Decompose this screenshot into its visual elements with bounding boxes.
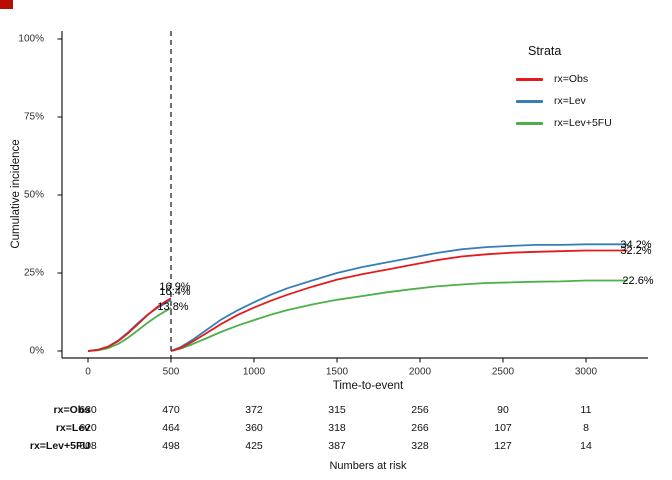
risk-value: 498: [162, 440, 180, 452]
risk-value: 630: [79, 404, 97, 416]
legend-item-label: rx=Obs: [554, 73, 589, 85]
legend: Strata rx=Obs rx=Lev rx=Lev+5FU: [516, 44, 612, 134]
y-tick-label: 0%: [29, 345, 44, 357]
annotation-end-obs: 32.2%: [620, 245, 652, 257]
annotation-end-lev5fu: 22.6%: [622, 275, 654, 287]
incidence-curves: [87, 243, 628, 352]
x-tick-label: 2500: [491, 366, 515, 378]
corner-marker: [0, 0, 13, 9]
risk-value: 464: [162, 422, 180, 434]
risk-value: 328: [411, 440, 429, 452]
risk-value: 14: [580, 440, 592, 452]
risk-value: 315: [328, 404, 346, 416]
risk-row-label: rx=Lev+5FU: [29, 440, 90, 452]
x-tick-label: 3000: [574, 366, 598, 378]
curve-rx-lev-5fu: [170, 279, 628, 352]
curve-rx-lev-5fu: [87, 307, 172, 352]
risk-value: 266: [411, 422, 429, 434]
lev5fu-line-swatch-icon: [516, 121, 543, 125]
risk-value: 470: [162, 404, 180, 416]
lev-line-swatch-icon: [516, 99, 543, 103]
axis-ticks: [57, 38, 587, 363]
risk-value: 107: [494, 422, 512, 434]
y-tick-label: 50%: [23, 189, 44, 201]
annotation-landmark-obs: 16.9%: [159, 281, 191, 293]
curve-rx-obs: [87, 297, 172, 352]
y-tick-label: 100%: [18, 33, 44, 45]
x-tick-label: 1500: [325, 366, 349, 378]
x-tick-label: 500: [162, 366, 180, 378]
risk-value: 360: [245, 422, 263, 434]
risk-table-caption: Numbers at risk: [329, 460, 407, 472]
annotation-landmark-lev5fu: 13.8%: [157, 301, 189, 313]
x-tick-label: 0: [85, 366, 91, 378]
risk-value: 256: [411, 404, 429, 416]
annotation-landmark-lev: 16.4%: [159, 286, 191, 298]
obs-line-swatch-icon: [516, 77, 543, 81]
x-tick-label: 1000: [242, 366, 266, 378]
risk-value: 372: [245, 404, 263, 416]
annotation-end-lev: 34.2%: [620, 239, 652, 251]
legend-item-obs: rx=Obs: [516, 68, 612, 90]
risk-value: 620: [79, 422, 97, 434]
legend-item-label: rx=Lev: [554, 95, 586, 107]
legend-item-lev5fu: rx=Lev+5FU: [516, 112, 612, 134]
risk-value: 387: [328, 440, 346, 452]
risk-row-label: rx=Obs: [53, 404, 90, 416]
risk-row-label: rx=Lev: [55, 422, 90, 434]
risk-value: 608: [79, 440, 97, 452]
x-axis-title: Time-to-event: [332, 380, 404, 392]
x-tick-label: 2000: [408, 366, 432, 378]
y-tick-label: 75%: [23, 111, 44, 123]
risk-value: 11: [580, 404, 592, 416]
legend-item-lev: rx=Lev: [516, 90, 612, 112]
risk-value: 8: [583, 422, 589, 434]
curve-rx-obs: [170, 249, 628, 352]
risk-value: 90: [497, 404, 509, 416]
curve-rx-lev: [170, 243, 628, 352]
risk-value: 318: [328, 422, 346, 434]
risk-value: 127: [494, 440, 512, 452]
risk-value: 425: [245, 440, 263, 452]
legend-title: Strata: [528, 44, 562, 58]
y-tick-label: 25%: [23, 267, 44, 279]
legend-item-label: rx=Lev+5FU: [554, 117, 612, 129]
